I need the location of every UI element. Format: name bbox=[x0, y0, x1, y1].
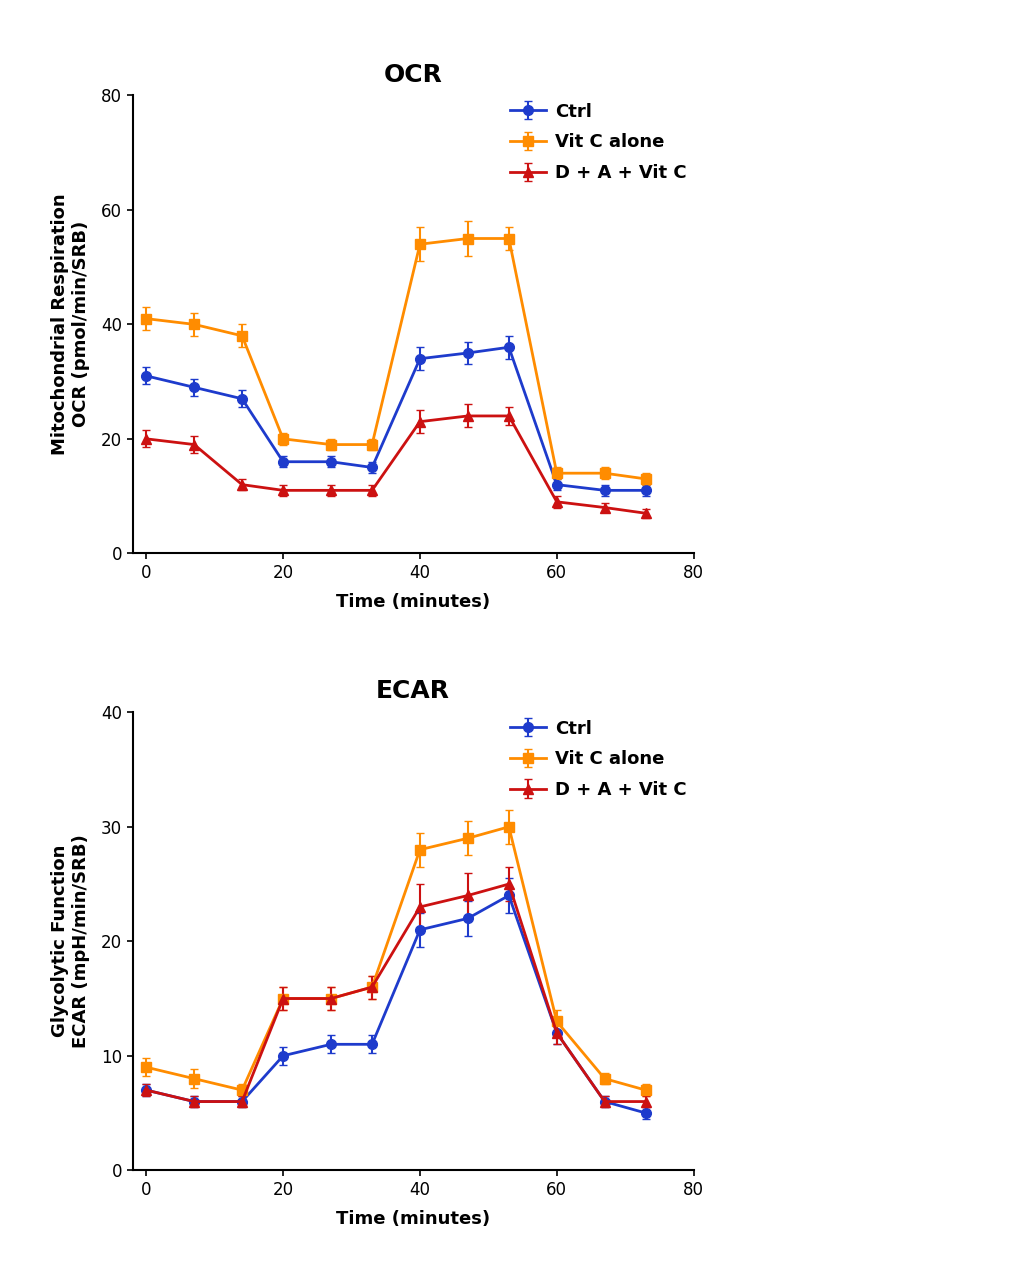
X-axis label: Time (minutes): Time (minutes) bbox=[335, 1210, 490, 1227]
Y-axis label: Glycolytic Function
ECAR (mpH/min/SRB): Glycolytic Function ECAR (mpH/min/SRB) bbox=[51, 834, 90, 1048]
Legend: Ctrl, Vit C alone, D + A + Vit C: Ctrl, Vit C alone, D + A + Vit C bbox=[502, 95, 693, 190]
Legend: Ctrl, Vit C alone, D + A + Vit C: Ctrl, Vit C alone, D + A + Vit C bbox=[502, 712, 693, 806]
Y-axis label: Mitochondrial Respiration
OCR (pmol/min/SRB): Mitochondrial Respiration OCR (pmol/min/… bbox=[51, 193, 90, 455]
Title: ECAR: ECAR bbox=[376, 679, 449, 703]
Title: OCR: OCR bbox=[383, 62, 442, 86]
X-axis label: Time (minutes): Time (minutes) bbox=[335, 593, 490, 611]
